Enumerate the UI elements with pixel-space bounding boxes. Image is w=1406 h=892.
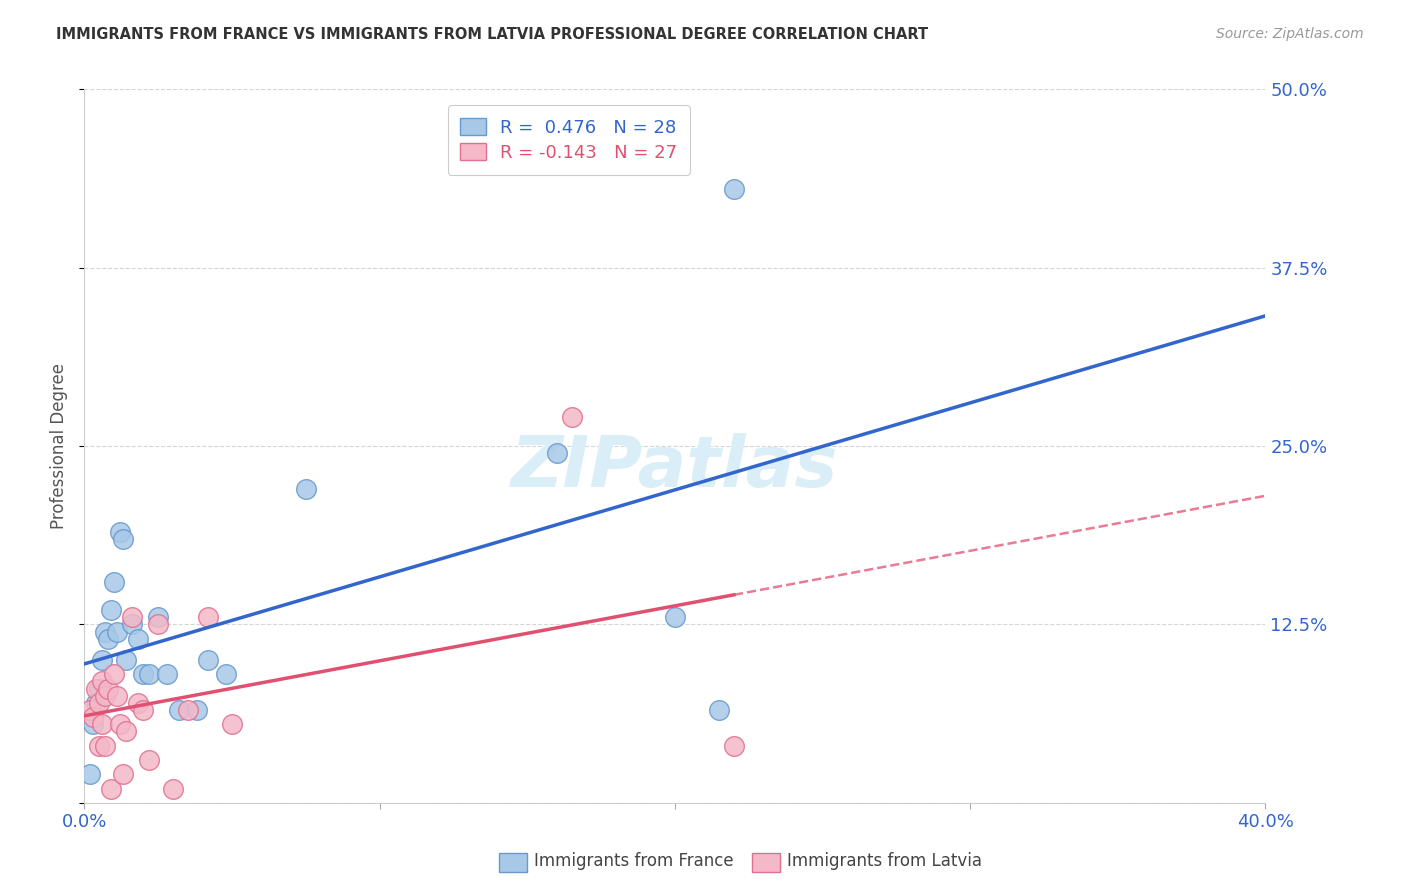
Point	[111, 767, 134, 781]
Point	[100, 781, 122, 796]
Text: Immigrants from France: Immigrants from France	[534, 852, 734, 870]
Point	[97, 681, 120, 696]
Point	[91, 653, 114, 667]
Point	[664, 610, 686, 624]
Point	[79, 703, 101, 717]
Point	[94, 739, 117, 753]
Point	[156, 667, 179, 681]
Text: ZIPatlas: ZIPatlas	[512, 433, 838, 502]
Text: Immigrants from Latvia: Immigrants from Latvia	[787, 852, 983, 870]
Point	[138, 667, 160, 681]
Point	[100, 603, 122, 617]
Point	[162, 781, 184, 796]
Point	[97, 632, 120, 646]
Point	[89, 681, 111, 696]
Point	[84, 696, 107, 710]
Point	[709, 703, 731, 717]
Point	[89, 696, 111, 710]
Point	[79, 767, 101, 781]
Point	[82, 717, 104, 731]
Point	[148, 617, 170, 632]
Point	[84, 681, 107, 696]
Point	[121, 617, 143, 632]
Point	[108, 717, 131, 731]
Point	[127, 696, 149, 710]
Point	[546, 446, 568, 460]
Point	[91, 717, 114, 731]
Point	[723, 739, 745, 753]
Y-axis label: Professional Degree: Professional Degree	[51, 363, 69, 529]
Point	[105, 624, 128, 639]
Point	[94, 689, 117, 703]
Text: IMMIGRANTS FROM FRANCE VS IMMIGRANTS FROM LATVIA PROFESSIONAL DEGREE CORRELATION: IMMIGRANTS FROM FRANCE VS IMMIGRANTS FRO…	[56, 27, 928, 42]
Point	[148, 610, 170, 624]
Point	[82, 710, 104, 724]
Point	[108, 524, 131, 539]
Point	[186, 703, 208, 717]
Point	[103, 574, 125, 589]
Point	[138, 753, 160, 767]
Point	[114, 653, 136, 667]
Legend: R =  0.476   N = 28, R = -0.143   N = 27: R = 0.476 N = 28, R = -0.143 N = 27	[447, 105, 690, 175]
Point	[723, 182, 745, 196]
Point	[215, 667, 238, 681]
Point	[132, 703, 155, 717]
Point	[89, 739, 111, 753]
Point	[560, 410, 583, 425]
Point	[132, 667, 155, 681]
Point	[295, 482, 318, 496]
Point	[105, 689, 128, 703]
Point	[221, 717, 243, 731]
Point	[177, 703, 200, 717]
Point	[91, 674, 114, 689]
Text: Source: ZipAtlas.com: Source: ZipAtlas.com	[1216, 27, 1364, 41]
Point	[121, 610, 143, 624]
Point	[127, 632, 149, 646]
Point	[114, 724, 136, 739]
Point	[111, 532, 134, 546]
Point	[94, 624, 117, 639]
Point	[103, 667, 125, 681]
Point	[197, 610, 219, 624]
Point	[167, 703, 190, 717]
Point	[197, 653, 219, 667]
